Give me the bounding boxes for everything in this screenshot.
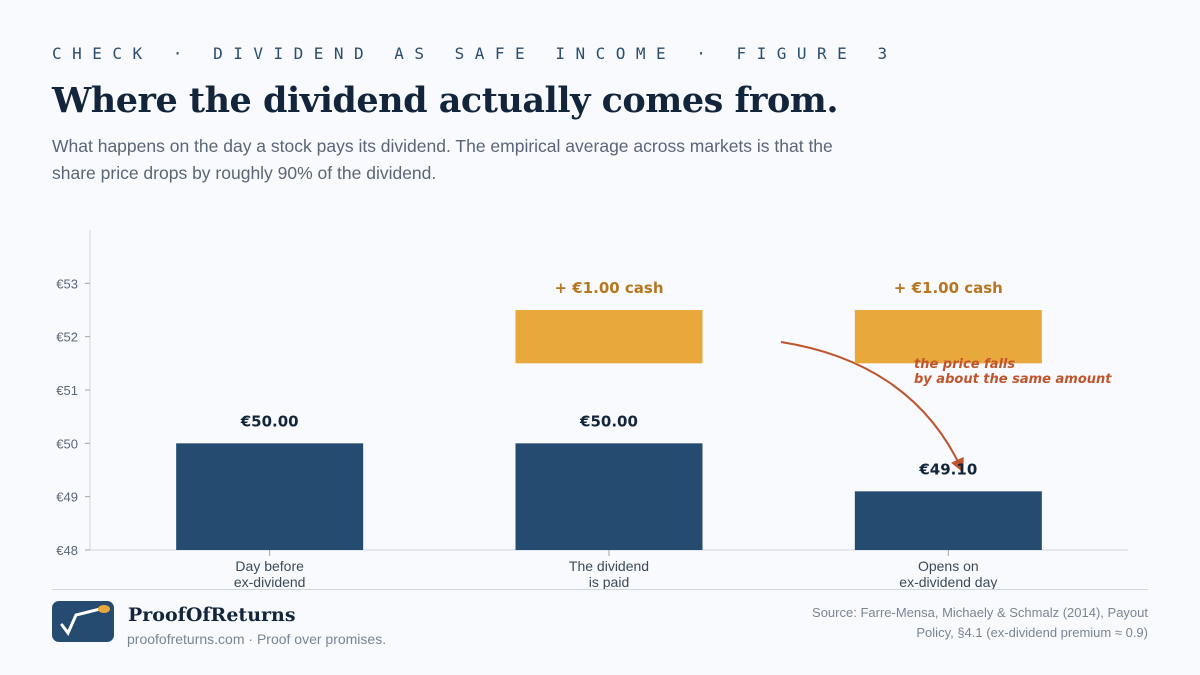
y-tick-label: €52 — [56, 330, 78, 345]
data-label: €50.00 — [240, 412, 299, 430]
y-tick-label: €53 — [56, 276, 78, 291]
x-tick-label: Day before ex-dividend — [234, 558, 306, 590]
data-label: €50.00 — [579, 412, 638, 430]
chart-title: Where the dividend actually comes from. — [52, 80, 839, 121]
y-tick-label: €48 — [56, 543, 78, 558]
chart-subtitle: What happens on the day a stock pays its… — [52, 136, 833, 183]
y-tick-label: €49 — [56, 490, 78, 505]
tagline: proofofreturns.com · Proof over promises… — [127, 631, 387, 647]
logo-icon — [60, 605, 110, 636]
logo — [52, 601, 114, 642]
data-label: + €1.00 cash — [554, 279, 663, 297]
data-label: €49.10 — [918, 460, 977, 478]
x-tick-label: The dividend is paid — [569, 558, 649, 590]
x-tick-label: Opens on ex-dividend day — [899, 558, 997, 590]
annotation: the price falls by about the same amount — [914, 357, 1112, 387]
data-label: + €1.00 cash — [894, 279, 1003, 297]
annotation-arrow — [780, 341, 964, 473]
y-tick-label: €51 — [56, 383, 78, 398]
bar — [515, 310, 703, 364]
bar — [854, 491, 1042, 550]
source: Source: Farre-Mensa, Michaely & Schmalz … — [812, 605, 1148, 640]
bar — [176, 443, 364, 550]
bar — [515, 443, 703, 550]
y-tick-label: €50 — [56, 436, 78, 451]
eyebrow: CHECK · DIVIDEND AS SAFE INCOME · FIGURE… — [52, 44, 898, 63]
footer-rule — [52, 589, 1148, 590]
brand: ProofOfReturns — [128, 604, 296, 626]
bar — [854, 310, 1042, 364]
